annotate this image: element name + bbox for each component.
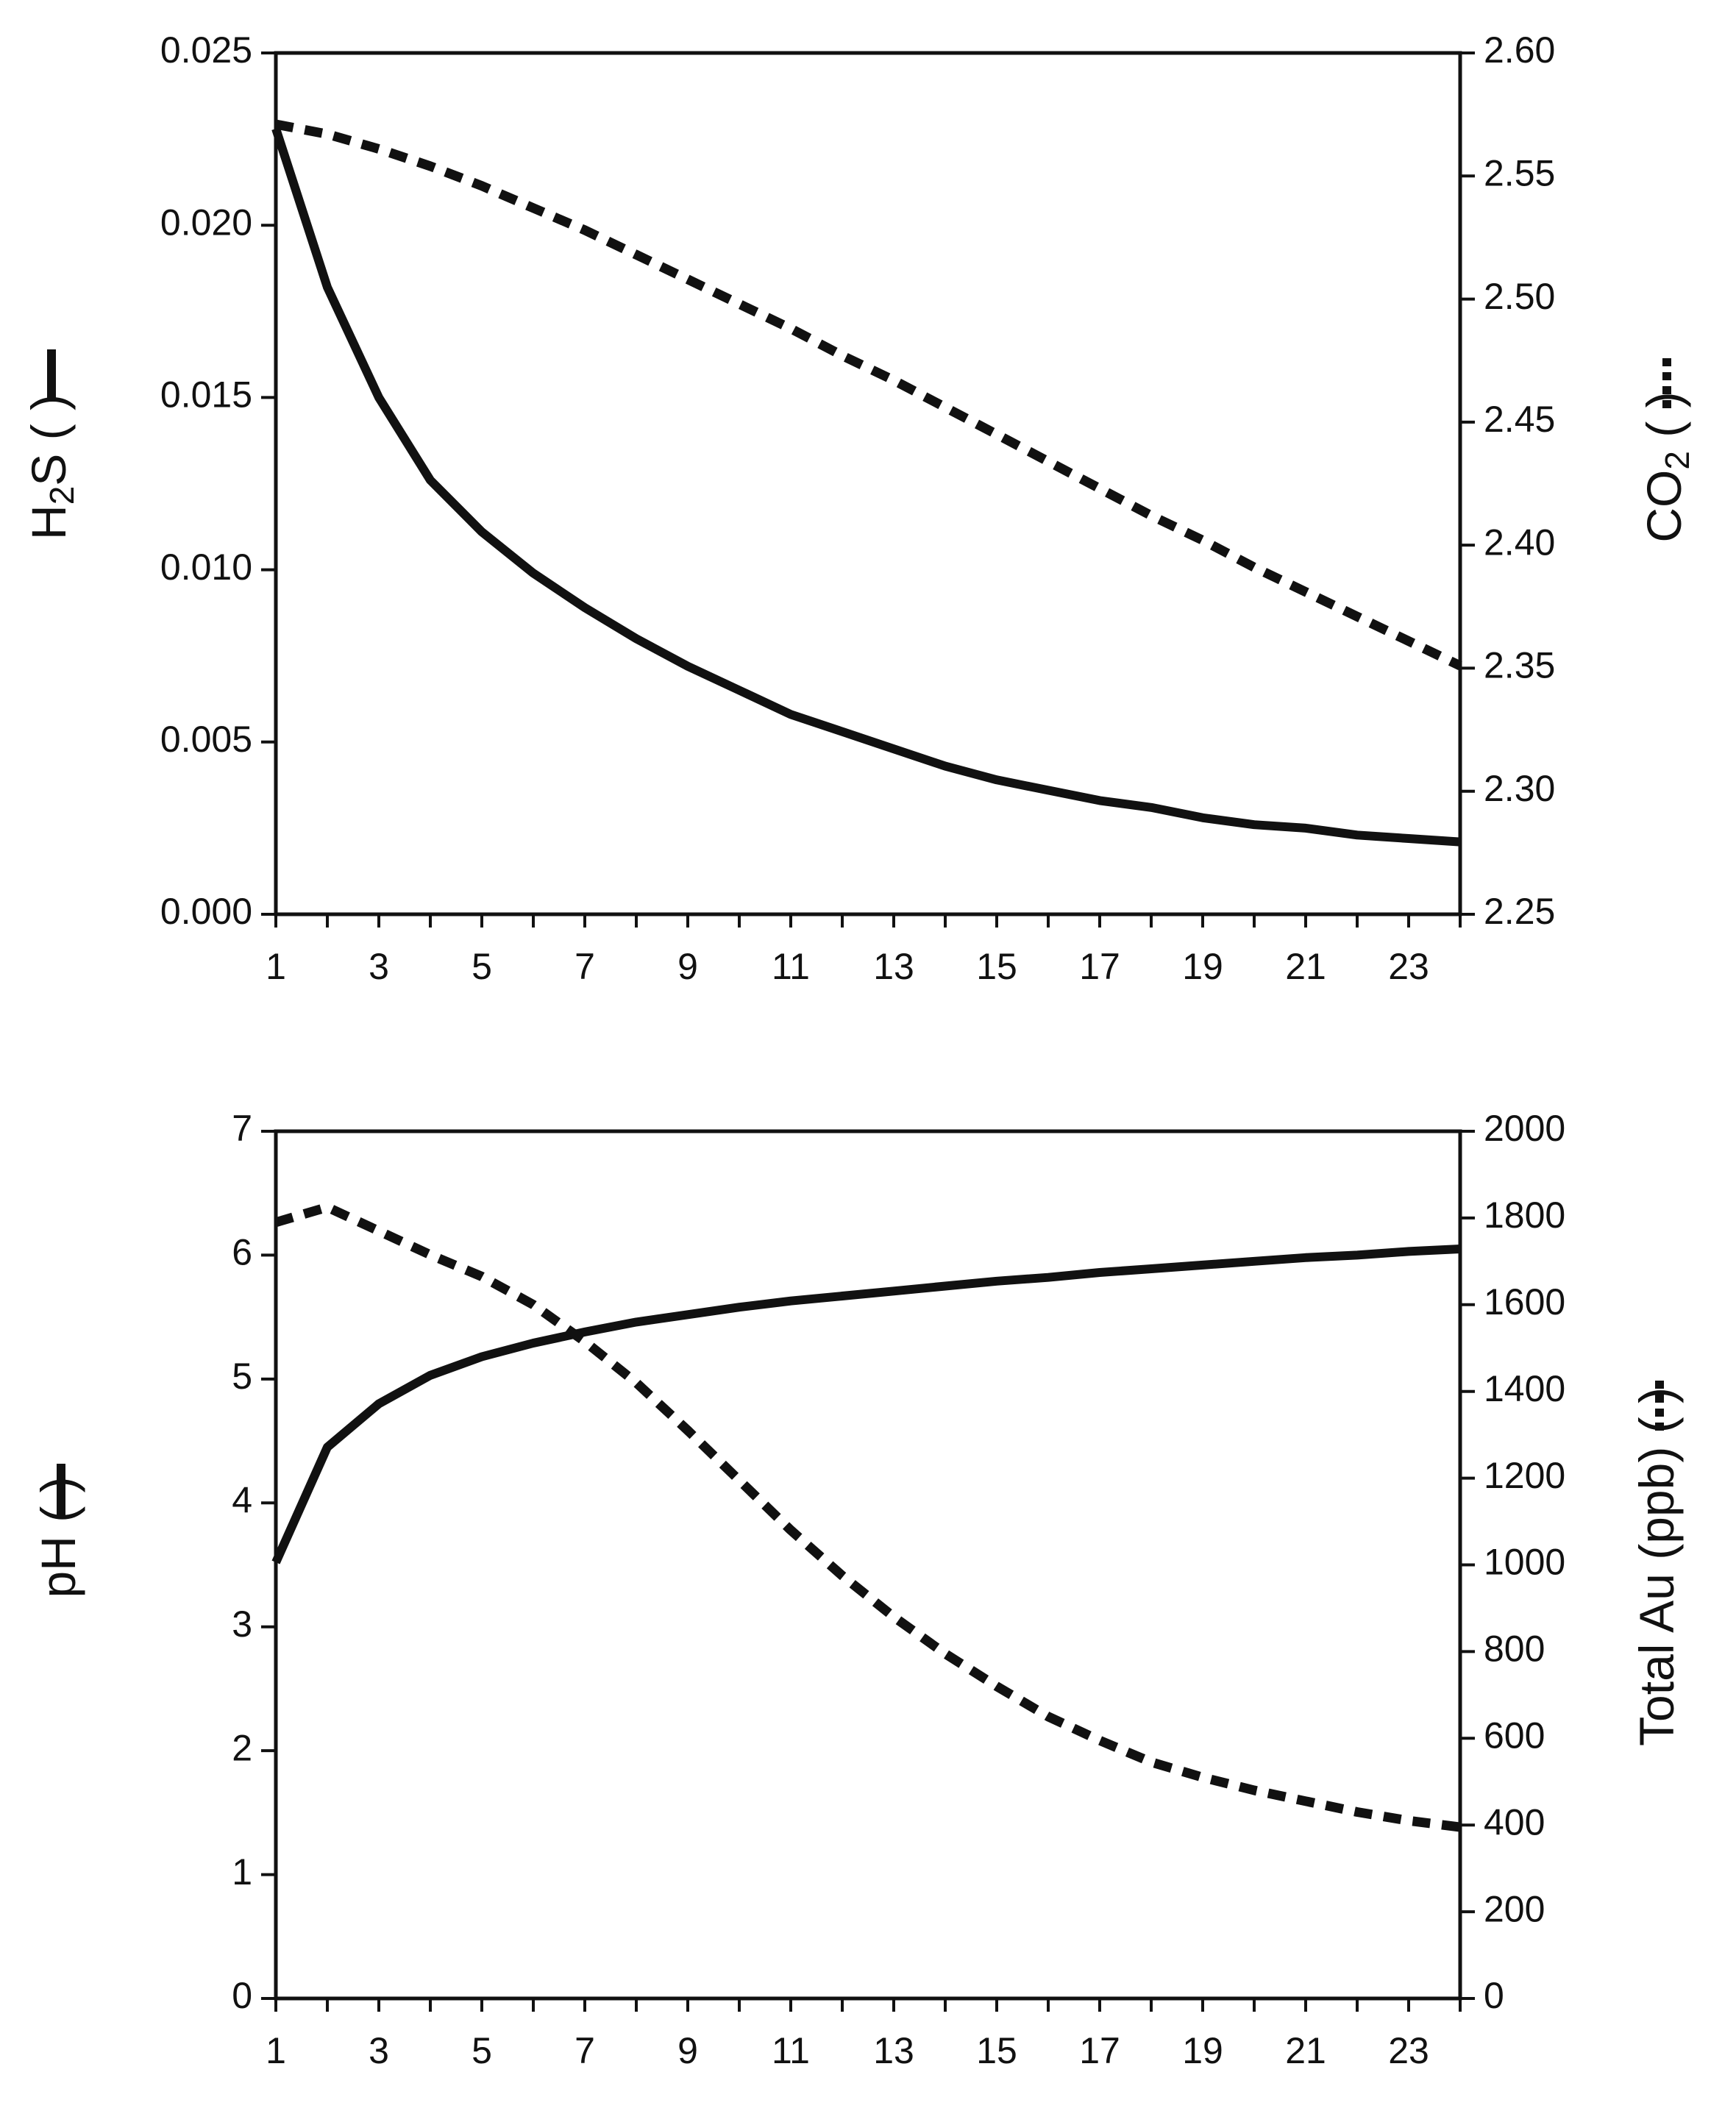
right-tick-label: 600 bbox=[1484, 1715, 1545, 1756]
x-tick-label: 7 bbox=[574, 2030, 595, 2071]
top-right-ticks: 2.25 2.30 2.35 2.40 2.45 2.50 2.55 2.60 bbox=[1460, 29, 1555, 932]
x-tick-label: 9 bbox=[677, 946, 698, 987]
x-tick-label: 19 bbox=[1182, 2030, 1223, 2071]
bottom-x-ticks: 1 3 5 7 9 11 13 15 17 19 21 23 bbox=[266, 1998, 1462, 2071]
h2s-title-end: ) bbox=[21, 394, 76, 410]
co2-title-suffix: ( bbox=[1637, 421, 1691, 451]
top-left-axis-title: H2S ( ) bbox=[21, 349, 81, 540]
x-tick-label: 5 bbox=[472, 946, 492, 987]
h2s-title-prefix: H bbox=[21, 505, 76, 540]
bottom-right-ticks: 0 200 400 600 800 1000 1200 1400 1600 1800 2000 bbox=[1460, 1108, 1565, 2016]
bottom-plot-frame bbox=[274, 1129, 1462, 2001]
right-tick-label: 0 bbox=[1484, 1975, 1504, 2016]
x-tick-label: 5 bbox=[472, 2030, 492, 2071]
x-tick-label: 3 bbox=[369, 2030, 389, 2071]
top-plot-frame bbox=[274, 51, 1462, 916]
right-tick-label: 2.40 bbox=[1484, 521, 1555, 563]
left-tick-label: 0.025 bbox=[160, 29, 252, 71]
x-tick-label: 21 bbox=[1285, 2030, 1326, 2071]
left-tick-label: 0.020 bbox=[160, 202, 252, 243]
top-left-ticks: 0.000 0.005 0.010 0.015 0.020 0.025 bbox=[160, 29, 276, 932]
co2-title-prefix: CO bbox=[1637, 470, 1691, 543]
left-tick-label: 1 bbox=[232, 1851, 252, 1893]
left-tick-label: 0.005 bbox=[160, 719, 252, 760]
x-tick-label: 17 bbox=[1079, 2030, 1120, 2071]
right-tick-label: 1200 bbox=[1484, 1455, 1565, 1496]
x-tick-label: 1 bbox=[266, 2030, 286, 2071]
right-tick-label: 2.45 bbox=[1484, 399, 1555, 440]
co2-series-line bbox=[274, 119, 1462, 670]
left-tick-label: 2 bbox=[232, 1727, 252, 1768]
right-tick-label: 1400 bbox=[1484, 1368, 1565, 1409]
left-tick-label: 5 bbox=[232, 1356, 252, 1397]
left-tick-label: 4 bbox=[232, 1479, 252, 1520]
x-tick-label: 11 bbox=[772, 946, 810, 987]
right-tick-label: 1800 bbox=[1484, 1195, 1565, 1236]
left-tick-label: 0 bbox=[232, 1975, 252, 2016]
right-tick-label: 2.60 bbox=[1484, 29, 1555, 71]
h2s-solid-line-key bbox=[21, 410, 76, 424]
x-tick-label: 7 bbox=[574, 946, 595, 987]
right-tick-label: 400 bbox=[1484, 1801, 1545, 1843]
right-tick-label: 1000 bbox=[1484, 1542, 1565, 1583]
bottom-left-ticks: 0 1 2 3 4 5 6 7 bbox=[232, 1108, 276, 2016]
h2s-title-suffix: S ( bbox=[21, 424, 76, 485]
svg-text:Total Au (ppb) ( ): Total Au (ppb) ( ) bbox=[1629, 1387, 1684, 1746]
left-tick-label: 0.000 bbox=[160, 891, 252, 932]
x-tick-label: 13 bbox=[873, 2030, 914, 2071]
right-tick-label: 2000 bbox=[1484, 1108, 1565, 1149]
right-tick-label: 2.35 bbox=[1484, 645, 1555, 686]
x-tick-label: 15 bbox=[976, 2030, 1017, 2071]
au-title-prefix: Total Au (ppb) ( bbox=[1629, 1417, 1684, 1746]
bottom-right-axis-title: Total Au (ppb) ( ) bbox=[1629, 1379, 1684, 1746]
right-tick-label: 2.55 bbox=[1484, 152, 1555, 193]
x-tick-label: 23 bbox=[1388, 946, 1429, 987]
co2-dotted-line-key bbox=[1637, 407, 1691, 421]
x-tick-label: 13 bbox=[873, 946, 914, 987]
x-tick-label: 23 bbox=[1388, 2030, 1429, 2071]
right-tick-label: 2.50 bbox=[1484, 276, 1555, 317]
left-tick-label: 0.015 bbox=[160, 374, 252, 416]
ph-title-prefix: pH ( bbox=[31, 1506, 85, 1598]
x-tick-label: 19 bbox=[1182, 946, 1223, 987]
svg-text:CO2 ( ): CO2 ( ) bbox=[1637, 391, 1696, 542]
total-au-series-line bbox=[274, 1202, 1461, 1832]
bottom-left-axis-title: pH ( ) bbox=[31, 1464, 85, 1598]
left-tick-label: 7 bbox=[232, 1108, 252, 1149]
h2s-title-subscript: 2 bbox=[43, 486, 81, 505]
right-tick-label: 1600 bbox=[1484, 1281, 1565, 1323]
x-tick-label: 11 bbox=[772, 2030, 810, 2071]
x-tick-label: 3 bbox=[369, 946, 389, 987]
top-x-ticks: 1 3 5 7 9 11 13 15 17 19 21 23 bbox=[266, 914, 1462, 987]
x-tick-label: 9 bbox=[677, 2030, 698, 2071]
bottom-series bbox=[271, 1202, 1461, 1832]
x-tick-label: 1 bbox=[266, 946, 286, 987]
x-tick-label: 21 bbox=[1285, 946, 1326, 987]
x-tick-label: 17 bbox=[1079, 946, 1120, 987]
right-tick-label: 2.25 bbox=[1484, 891, 1555, 932]
left-tick-label: 0.010 bbox=[160, 547, 252, 588]
right-tick-label: 800 bbox=[1484, 1628, 1545, 1670]
x-tick-label: 15 bbox=[976, 946, 1017, 987]
svg-text:H2S ( ): H2S ( ) bbox=[21, 394, 81, 540]
ph-series-line bbox=[271, 1245, 1461, 1564]
svg-text:pH ( ): pH ( ) bbox=[31, 1476, 85, 1598]
right-tick-label: 200 bbox=[1484, 1888, 1545, 1929]
co2-title-subscript: 2 bbox=[1658, 451, 1696, 470]
h2s-series-line bbox=[271, 127, 1461, 847]
left-tick-label: 3 bbox=[232, 1603, 252, 1645]
top-series bbox=[271, 119, 1462, 847]
co2-title-end: ) bbox=[1637, 391, 1691, 407]
top-right-axis-title: CO2 ( ) bbox=[1637, 357, 1696, 543]
right-tick-label: 2.30 bbox=[1484, 768, 1555, 809]
left-tick-label: 6 bbox=[232, 1232, 252, 1273]
